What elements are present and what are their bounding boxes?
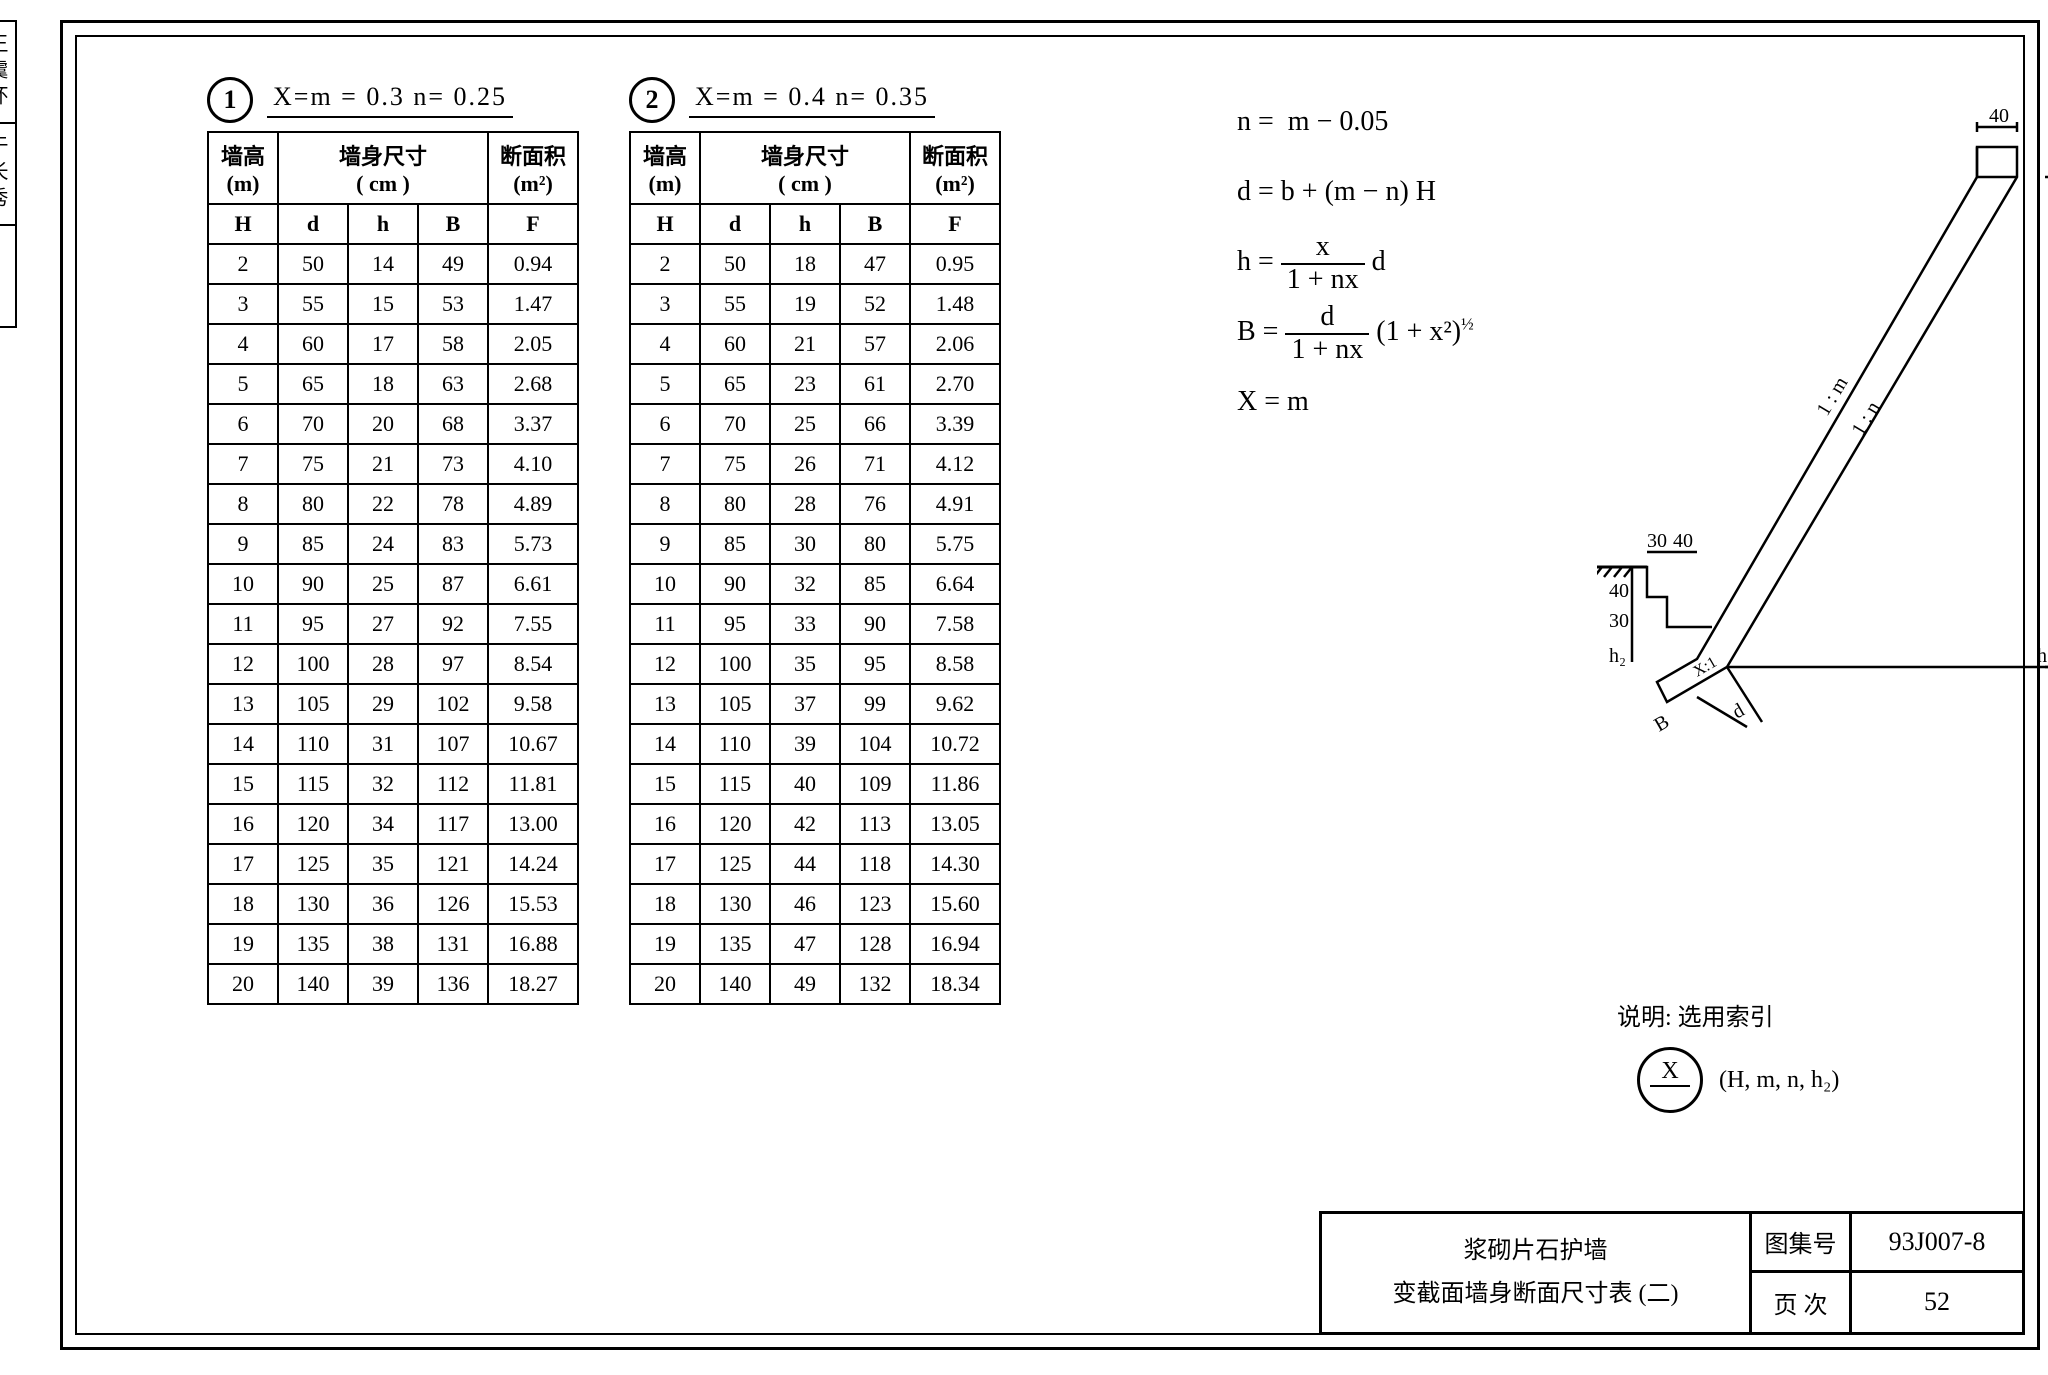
- table-row: 161203411713.00: [208, 804, 578, 844]
- table-row: 201403913618.27: [208, 964, 578, 1004]
- label-d: d: [1729, 699, 1749, 723]
- table-row: 46021572.06: [630, 324, 1000, 364]
- note-text: 说明: 选用索引: [1617, 997, 1774, 1032]
- table-row: 109025876.61: [208, 564, 578, 604]
- table-row: 191354712816.94: [630, 924, 1000, 964]
- table-row: 171253512114.24: [208, 844, 578, 884]
- table-row: 171254411814.30: [630, 844, 1000, 884]
- section-badge-2: 2: [629, 77, 675, 123]
- table-row: 1310537999.62: [630, 684, 1000, 724]
- table-row: 119527927.55: [208, 604, 578, 644]
- legend-x: X: [1650, 1058, 1690, 1087]
- section-header-2: X=m = 0.4 n= 0.35: [689, 82, 935, 118]
- table-row: 25018470.95: [630, 244, 1000, 284]
- data-table-1: 墙高 (m) 墙身尺寸 ( cm ) 断面积 (m²) HdhBF2501449…: [207, 131, 579, 1005]
- dim-v2: 30: [1609, 610, 1629, 632]
- dim-v3: 40: [1609, 580, 1629, 602]
- drawing-title: 浆砌片石护墙 变截面墙身断面尺寸表 (二): [1322, 1214, 1752, 1332]
- tab-name-3: [0, 226, 17, 326]
- legend-params: (H, m, n, h₂): [1719, 1067, 1839, 1094]
- set-value: 93J007-8: [1852, 1214, 2022, 1273]
- table-row: 151154010911.86: [630, 764, 1000, 804]
- table-row: 88022784.89: [208, 484, 578, 524]
- table-row: 56523612.70: [630, 364, 1000, 404]
- table-row: 201404913218.34: [630, 964, 1000, 1004]
- table-row: 88028764.91: [630, 484, 1000, 524]
- drawing-frame-outer: 校 对 王虞怀 设 计 于长秀 制 图 1 X=m = 0.3 n= 0.25 …: [60, 20, 2040, 1350]
- set-label: 图集号: [1752, 1214, 1852, 1273]
- page-label: 页 次: [1752, 1273, 1852, 1332]
- table-row: 35515531.47: [208, 284, 578, 324]
- tab-name-1: 王虞怀: [0, 22, 17, 122]
- table-row: 119533907.58: [630, 604, 1000, 644]
- table-row: 98524835.73: [208, 524, 578, 564]
- table-row: 181304612315.60: [630, 884, 1000, 924]
- section-badge-1: 1: [207, 77, 253, 123]
- dim-top: 40: [1989, 107, 2009, 127]
- table-row: 1210035958.58: [630, 644, 1000, 684]
- dim-v1: h₂: [1609, 645, 1626, 667]
- table-row: 141103110710.67: [208, 724, 578, 764]
- label-h: h: [2037, 645, 2047, 667]
- table-row: 151153211211.81: [208, 764, 578, 804]
- section-header-1: X=m = 0.3 n= 0.25: [267, 82, 513, 118]
- legend: X (H, m, n, h₂): [1637, 1047, 1839, 1113]
- table-row: 35519521.48: [630, 284, 1000, 324]
- drawing-frame-inner: 1 X=m = 0.3 n= 0.25 墙高 (m) 墙身尺寸 ( cm ) 断…: [75, 35, 2025, 1335]
- table-row: 191353813116.88: [208, 924, 578, 964]
- table-row: 77526714.12: [630, 444, 1000, 484]
- table2-column: 2 X=m = 0.4 n= 0.35 墙高 (m) 墙身尺寸 ( cm ) 断…: [629, 77, 1001, 1005]
- table-row: 56518632.68: [208, 364, 578, 404]
- table-row: 109032856.64: [630, 564, 1000, 604]
- table-row: 98530805.75: [630, 524, 1000, 564]
- legend-circle: X: [1637, 1047, 1703, 1113]
- table-row: 67020683.37: [208, 404, 578, 444]
- table-row: 141103910410.72: [630, 724, 1000, 764]
- table-row: 161204211313.05: [630, 804, 1000, 844]
- table-row: 67025663.39: [630, 404, 1000, 444]
- table-row: 77521734.10: [208, 444, 578, 484]
- table-row: 25014490.94: [208, 244, 578, 284]
- side-approval-tabs: 校 对 王虞怀 设 计 于长秀 制 图: [0, 20, 17, 326]
- data-table-2: 墙高 (m) 墙身尺寸 ( cm ) 断面积 (m²) HdhBF2501847…: [629, 131, 1001, 1005]
- table-row: 181303612615.53: [208, 884, 578, 924]
- dim-l2: 40: [1673, 530, 1693, 552]
- table-row: 46017582.05: [208, 324, 578, 364]
- page-value: 52: [1852, 1273, 2022, 1332]
- dim-l1: 30: [1647, 530, 1667, 552]
- tab-name-2: 于长秀: [0, 124, 17, 224]
- right-panel: n = m − 0.05 d = b + (m − n) H h = x1 + …: [1237, 87, 2017, 437]
- label-B: B: [1651, 711, 1674, 737]
- table-row: 13105291029.58: [208, 684, 578, 724]
- table-row: 1210028978.54: [208, 644, 578, 684]
- table1-column: 1 X=m = 0.3 n= 0.25 墙高 (m) 墙身尺寸 ( cm ) 断…: [207, 77, 579, 1005]
- title-block: 浆砌片石护墙 变截面墙身断面尺寸表 (二) 图集号 93J007-8 页 次 5…: [1319, 1211, 2025, 1335]
- wall-section-diagram: 40 30 40 h₂ 30 40 1 : m 1 : n H h B d X:…: [1597, 107, 2048, 747]
